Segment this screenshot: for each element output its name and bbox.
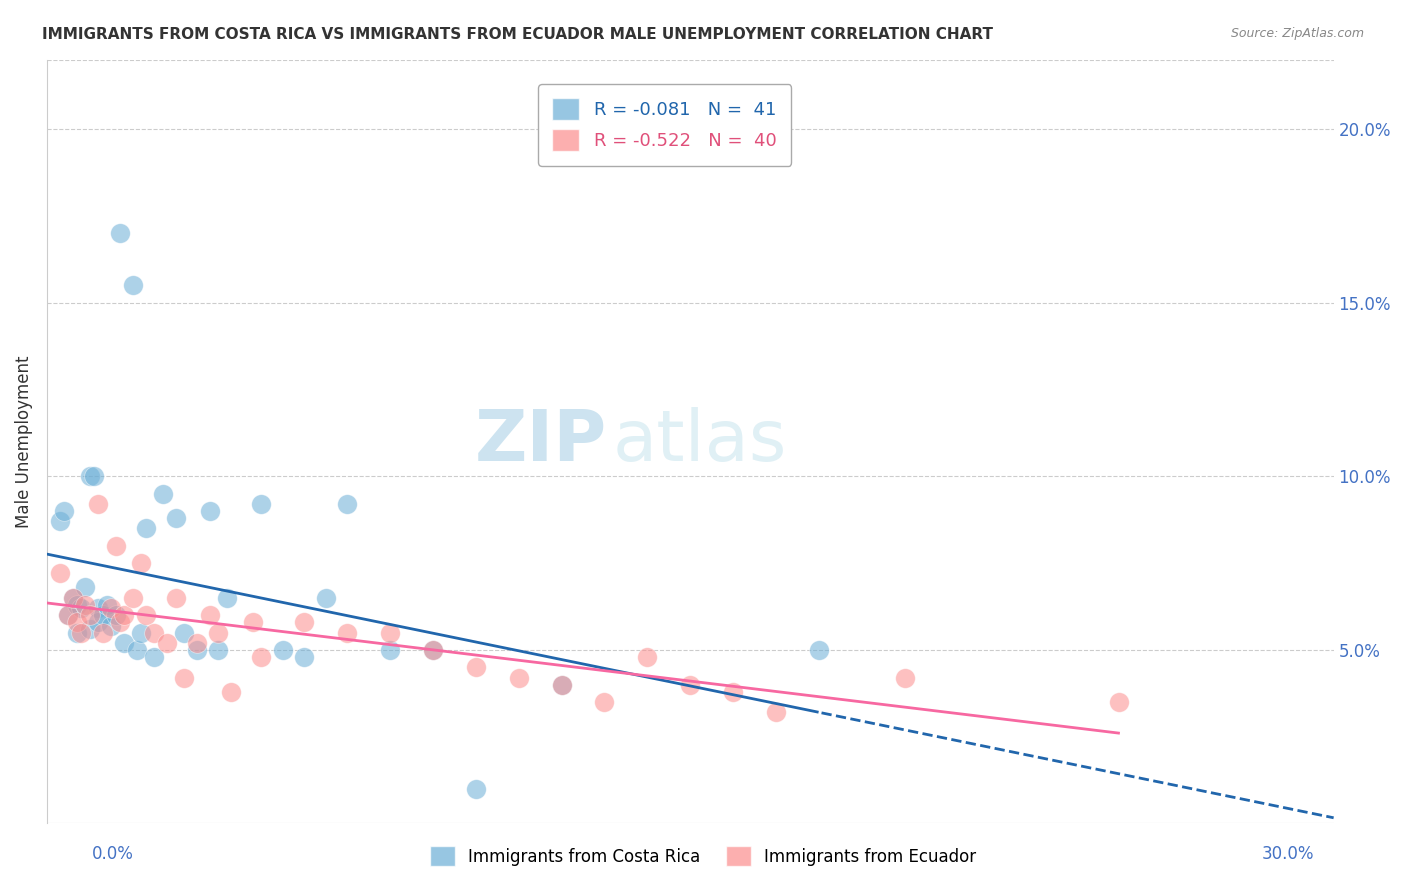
Point	[207, 625, 229, 640]
Point	[62, 591, 84, 605]
Point	[336, 497, 359, 511]
Point	[292, 649, 315, 664]
Point	[70, 601, 93, 615]
Point	[165, 591, 187, 605]
Point	[422, 643, 444, 657]
Point	[336, 625, 359, 640]
Point	[215, 591, 238, 605]
Point	[79, 608, 101, 623]
Text: 30.0%: 30.0%	[1263, 846, 1315, 863]
Point	[87, 601, 110, 615]
Legend: R = -0.081   N =  41, R = -0.522   N =  40: R = -0.081 N = 41, R = -0.522 N = 40	[538, 84, 792, 166]
Point	[152, 486, 174, 500]
Point	[62, 591, 84, 605]
Point	[242, 615, 264, 629]
Point	[198, 504, 221, 518]
Point	[104, 539, 127, 553]
Point	[58, 608, 80, 623]
Point	[58, 608, 80, 623]
Point	[156, 636, 179, 650]
Point	[75, 580, 97, 594]
Point	[79, 622, 101, 636]
Point	[165, 511, 187, 525]
Point	[378, 643, 401, 657]
Point	[271, 643, 294, 657]
Point	[100, 601, 122, 615]
Point	[104, 608, 127, 623]
Point	[378, 625, 401, 640]
Point	[221, 684, 243, 698]
Point	[250, 497, 273, 511]
Point	[593, 695, 616, 709]
Point	[135, 521, 157, 535]
Point	[125, 643, 148, 657]
Point	[66, 615, 89, 629]
Point	[121, 591, 143, 605]
Point	[112, 636, 135, 650]
Point	[100, 618, 122, 632]
Point	[636, 649, 658, 664]
Point	[143, 625, 166, 640]
Point	[87, 615, 110, 629]
Point	[87, 497, 110, 511]
Point	[66, 598, 89, 612]
Point	[75, 598, 97, 612]
Point	[143, 649, 166, 664]
Point	[550, 677, 572, 691]
Text: atlas: atlas	[613, 407, 787, 476]
Point	[121, 278, 143, 293]
Point	[49, 566, 72, 581]
Point	[135, 608, 157, 623]
Point	[173, 625, 195, 640]
Point	[464, 660, 486, 674]
Point	[186, 636, 208, 650]
Point	[207, 643, 229, 657]
Point	[173, 671, 195, 685]
Point	[49, 515, 72, 529]
Point	[66, 625, 89, 640]
Point	[91, 608, 114, 623]
Point	[250, 649, 273, 664]
Text: IMMIGRANTS FROM COSTA RICA VS IMMIGRANTS FROM ECUADOR MALE UNEMPLOYMENT CORRELAT: IMMIGRANTS FROM COSTA RICA VS IMMIGRANTS…	[42, 27, 993, 42]
Point	[112, 608, 135, 623]
Y-axis label: Male Unemployment: Male Unemployment	[15, 355, 32, 528]
Point	[315, 591, 337, 605]
Point	[91, 625, 114, 640]
Point	[70, 625, 93, 640]
Point	[79, 469, 101, 483]
Point	[83, 469, 105, 483]
Point	[108, 615, 131, 629]
Point	[1108, 695, 1130, 709]
Text: 0.0%: 0.0%	[91, 846, 134, 863]
Point	[108, 226, 131, 240]
Point	[679, 677, 702, 691]
Text: Source: ZipAtlas.com: Source: ZipAtlas.com	[1230, 27, 1364, 40]
Point	[198, 608, 221, 623]
Point	[508, 671, 530, 685]
Point	[765, 706, 787, 720]
Point	[53, 504, 76, 518]
Point	[129, 556, 152, 570]
Point	[422, 643, 444, 657]
Point	[464, 781, 486, 796]
Point	[893, 671, 915, 685]
Point	[186, 643, 208, 657]
Point	[96, 598, 118, 612]
Point	[807, 643, 830, 657]
Point	[550, 677, 572, 691]
Legend: Immigrants from Costa Rica, Immigrants from Ecuador: Immigrants from Costa Rica, Immigrants f…	[422, 838, 984, 875]
Point	[129, 625, 152, 640]
Point	[721, 684, 744, 698]
Text: ZIP: ZIP	[474, 407, 606, 476]
Point	[292, 615, 315, 629]
